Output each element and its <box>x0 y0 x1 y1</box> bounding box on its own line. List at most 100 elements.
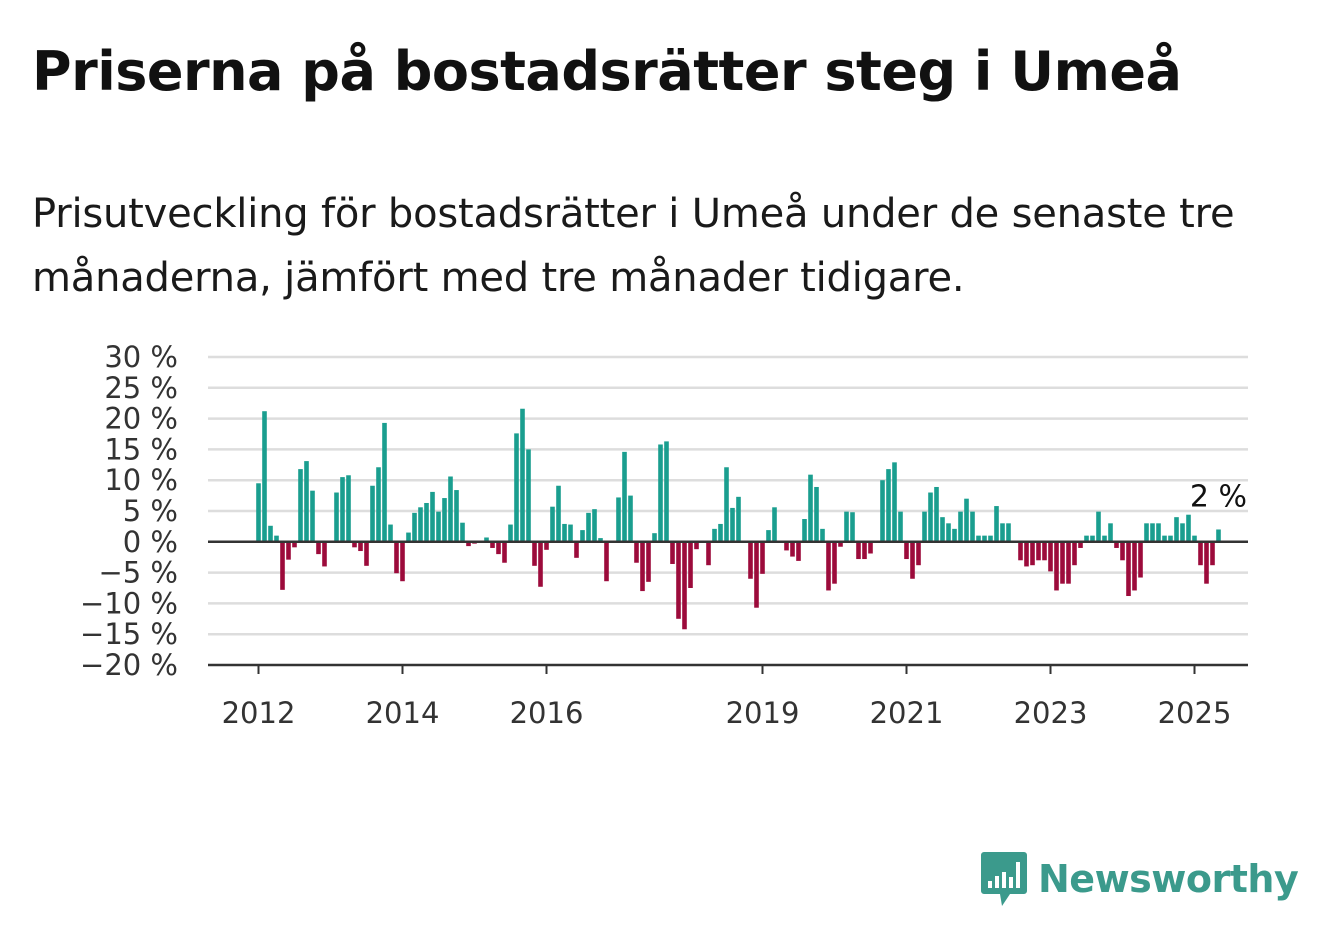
bar <box>898 511 903 542</box>
bar <box>448 476 453 542</box>
bar <box>424 502 429 542</box>
bar <box>784 541 789 551</box>
bar <box>580 530 585 542</box>
y-tick-label: −15 % <box>80 617 178 651</box>
y-tick-label: 20 % <box>104 402 178 436</box>
bar <box>1168 535 1173 542</box>
bar <box>496 541 501 555</box>
bar <box>808 474 813 542</box>
bar <box>790 541 795 557</box>
bar <box>832 541 837 584</box>
y-tick-label: 0 % <box>123 525 178 559</box>
bar <box>706 541 711 566</box>
bar <box>604 541 609 582</box>
bar <box>1060 541 1065 584</box>
bar <box>508 524 513 542</box>
chart-subtitle: Prisutveckling för bostadsrätter i Umeå … <box>32 191 1235 301</box>
bar <box>562 523 567 542</box>
bar <box>658 444 663 542</box>
bar <box>1042 541 1047 561</box>
bar <box>280 541 285 590</box>
bar <box>598 538 603 542</box>
bar <box>994 506 999 542</box>
x-tick-label: 2014 <box>366 696 440 730</box>
bar <box>640 541 645 592</box>
bar <box>298 469 303 542</box>
bar <box>616 497 621 542</box>
bar <box>1126 541 1131 597</box>
bar <box>820 528 825 542</box>
x-tick-label: 2021 <box>870 696 944 730</box>
bar <box>460 522 465 542</box>
chart-title: Priserna på bostadsrätter steg i Umeå <box>32 40 1182 103</box>
bar <box>256 483 261 542</box>
bar <box>730 507 735 542</box>
bar <box>334 492 339 542</box>
x-tick-label: 2025 <box>1158 696 1232 730</box>
bar <box>430 491 435 542</box>
bar <box>622 451 627 542</box>
bar <box>664 441 669 542</box>
bar <box>1006 523 1011 542</box>
bar <box>376 467 381 542</box>
bar <box>670 541 675 564</box>
bar <box>748 541 753 579</box>
bar <box>274 535 279 542</box>
bar <box>982 535 987 542</box>
bar <box>988 535 993 542</box>
bar <box>880 480 885 542</box>
y-tick-label: 25 % <box>104 371 178 405</box>
last-value-label: 2 % <box>1190 479 1247 514</box>
y-tick-label: −10 % <box>80 586 178 620</box>
y-tick-label: −5 % <box>98 556 178 590</box>
bar-chart-speech-bubble-icon <box>981 852 1027 906</box>
bar <box>1120 541 1125 561</box>
bar <box>586 512 591 542</box>
bar <box>1030 541 1035 566</box>
bar <box>406 532 411 542</box>
y-tick-label: 10 % <box>104 463 178 497</box>
bar <box>400 541 405 582</box>
bar <box>364 541 369 566</box>
y-tick-label: −20 % <box>80 648 178 682</box>
bar <box>1114 541 1119 548</box>
bar <box>856 541 861 560</box>
bar <box>1108 523 1113 542</box>
bar <box>346 475 351 542</box>
bar <box>1018 541 1023 561</box>
bar <box>520 408 525 542</box>
y-axis-ticks: 30 %25 %20 %15 %10 %5 %0 %−5 %−10 %−15 %… <box>80 340 178 682</box>
bar <box>766 530 771 542</box>
logo-text: Newsworthy <box>1038 857 1299 901</box>
bar <box>688 541 693 588</box>
bar <box>1186 514 1191 542</box>
bar <box>814 486 819 542</box>
bar <box>574 541 579 558</box>
bar <box>388 524 393 542</box>
bar <box>934 486 939 542</box>
bar <box>436 511 441 542</box>
bar <box>1024 541 1029 567</box>
bar <box>904 541 909 560</box>
bar <box>916 541 921 566</box>
bar <box>1132 541 1137 591</box>
bar <box>454 490 459 542</box>
bar <box>772 507 777 542</box>
bar <box>358 541 363 552</box>
bar <box>538 541 543 587</box>
bar <box>286 541 291 560</box>
bar <box>1102 535 1107 542</box>
bar <box>1138 541 1143 578</box>
bar <box>484 537 489 542</box>
bar <box>1198 541 1203 566</box>
bar <box>568 524 573 542</box>
y-tick-label: 5 % <box>123 494 178 528</box>
bar <box>682 541 687 630</box>
bar <box>304 461 309 542</box>
bar <box>754 541 759 608</box>
bar <box>544 541 549 550</box>
y-tick-label: 30 % <box>104 340 178 374</box>
bar <box>886 469 891 542</box>
bar <box>1084 535 1089 542</box>
bar <box>712 528 717 542</box>
